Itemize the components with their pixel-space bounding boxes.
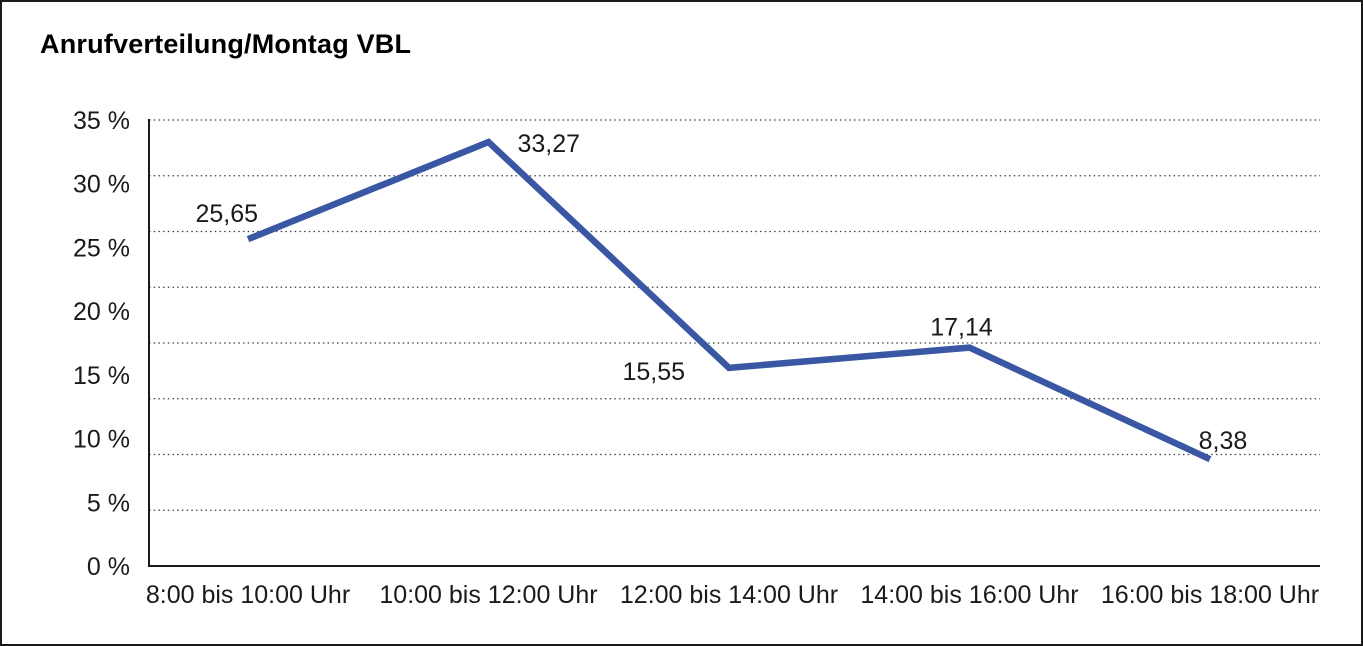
y-tick-label: 25 %	[73, 234, 130, 262]
x-tick-label: 14:00 bis 16:00 Uhr	[860, 581, 1078, 609]
data-point-label: 17,14	[930, 314, 993, 342]
y-tick-label: 20 %	[73, 298, 130, 326]
x-tick-label: 12:00 bis 14:00 Uhr	[620, 581, 838, 609]
y-tick-label: 35 %	[73, 107, 130, 135]
data-point-label: 8,38	[1199, 427, 1248, 455]
data-point-label: 25,65	[195, 200, 258, 228]
y-tick-label: 10 %	[73, 426, 130, 454]
y-tick-label: 15 %	[73, 362, 130, 390]
y-tick-label: 0 %	[87, 553, 130, 581]
y-tick-label: 30 %	[73, 171, 130, 199]
x-tick-label: 8:00 bis 10:00 Uhr	[146, 581, 350, 609]
data-point-label: 15,55	[622, 358, 685, 386]
x-tick-label: 16:00 bis 18:00 Uhr	[1101, 581, 1319, 609]
data-point-label: 33,27	[518, 130, 581, 158]
chart-title: Anrufverteilung/Montag VBL	[40, 29, 412, 59]
data-line	[246, 138, 1212, 463]
y-tick-label: 5 %	[87, 489, 130, 517]
x-tick-label: 10:00 bis 12:00 Uhr	[379, 581, 597, 609]
